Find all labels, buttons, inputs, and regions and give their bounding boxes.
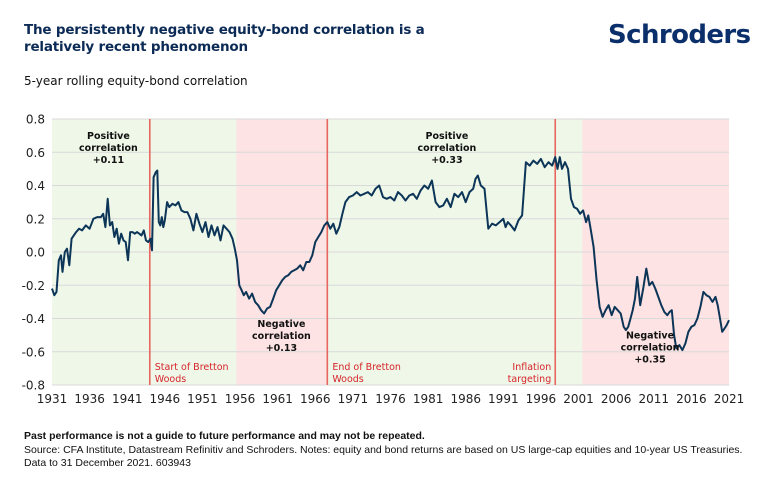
x-tick-label: 1931	[37, 392, 68, 406]
x-tick-label: 1981	[413, 392, 444, 406]
disclaimer: Past performance is not a guide to futur…	[24, 430, 425, 442]
regime-label: Positive	[425, 131, 468, 142]
x-tick-label: 2011	[639, 392, 670, 406]
x-tick-label: 1996	[526, 392, 557, 406]
footer: Past performance is not a guide to futur…	[24, 430, 744, 471]
regime-label: Negative	[257, 319, 305, 330]
event-label: Start of Bretton	[155, 362, 229, 373]
event-label: Inflation	[512, 362, 551, 373]
schroders-logo: Schroders	[608, 20, 751, 50]
event-label: End of Bretton	[332, 362, 401, 373]
x-tick-label: 2016	[676, 392, 707, 406]
x-tick-label: 1941	[112, 392, 143, 406]
x-tick-label: 1946	[150, 392, 181, 406]
regime-label: Negative	[626, 330, 674, 341]
x-tick-label: 1936	[74, 392, 105, 406]
y-tick-label: -0.2	[22, 279, 45, 293]
series-layer	[51, 156, 730, 352]
x-axis: 1931 1936 1941 1946 1951 1956 1961 1966 1971 1976…	[37, 392, 745, 406]
regime-label: correlation	[252, 331, 311, 342]
y-tick-label: 0.4	[26, 179, 45, 193]
y-tick-label: -0.6	[22, 345, 45, 359]
x-tick-label: 2021	[714, 392, 745, 406]
y-tick-label: 0.2	[26, 212, 45, 226]
regime-label: +0.35	[634, 354, 665, 365]
x-tick-label: 1966	[300, 392, 331, 406]
x-tick-label: 2001	[563, 392, 594, 406]
y-tick-label: 0.6	[26, 146, 45, 160]
source-note: Source: CFA Institute, Datastream Refini…	[24, 443, 743, 470]
regime-label: correlation	[79, 143, 138, 154]
regime-label: correlation	[418, 143, 477, 154]
y-axis: 0.8 0.6 0.4 0.2 0.0 -0.2 -0.4 -0.6 -0.8	[22, 113, 45, 393]
x-tick-label: 1976	[375, 392, 406, 406]
regime-label: correlation	[621, 342, 680, 353]
y-tick-label: 0.8	[26, 113, 45, 127]
regime-label: +0.13	[266, 343, 297, 354]
regime-label: Positive	[87, 131, 130, 142]
x-tick-label: 1956	[225, 392, 256, 406]
annotations: Positivecorrelation+0.11Negativecorrelat…	[79, 131, 680, 366]
series-line	[51, 156, 730, 352]
event-label: Woods	[332, 374, 363, 385]
x-tick-label: 1971	[338, 392, 369, 406]
x-tick-label: 1951	[187, 392, 218, 406]
event-label: targeting	[508, 374, 552, 385]
x-tick-label: 2006	[601, 392, 632, 406]
y-tick-label: -0.8	[22, 379, 45, 393]
chart-title: The persistently negative equity-bond co…	[24, 22, 425, 55]
event-label: Woods	[155, 374, 186, 385]
x-tick-label: 1991	[488, 392, 519, 406]
y-tick-label: 0.0	[26, 246, 45, 260]
y-tick-label: -0.4	[22, 312, 45, 326]
x-tick-label: 1961	[262, 392, 293, 406]
x-tick-label: 1986	[450, 392, 481, 406]
regime-label: +0.11	[93, 155, 124, 166]
regime-label: +0.33	[431, 155, 462, 166]
chart-subtitle: 5-year rolling equity-bond correlation	[24, 74, 248, 88]
